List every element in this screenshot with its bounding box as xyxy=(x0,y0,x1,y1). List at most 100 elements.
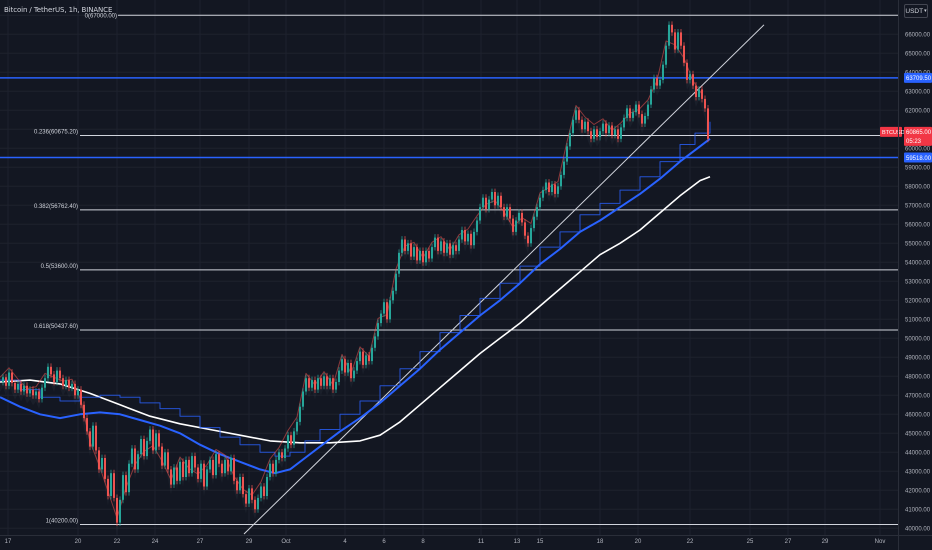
candle-body xyxy=(290,435,292,445)
trendline[interactable] xyxy=(243,24,765,535)
last-price-value: 60865.00 xyxy=(906,130,932,136)
candle-body xyxy=(377,323,379,337)
candle-body xyxy=(656,78,658,86)
candle-body xyxy=(149,429,151,441)
candle-body xyxy=(296,421,298,432)
candle-body xyxy=(467,233,469,242)
candle-body xyxy=(68,380,70,388)
candle-body xyxy=(269,463,271,477)
candle-body xyxy=(581,119,583,130)
candle-body xyxy=(356,361,358,371)
candle-body xyxy=(641,114,643,124)
candle-body xyxy=(473,231,475,246)
fib-label: 0.5(53600.00) xyxy=(41,264,78,270)
level-price-tag-text: 63709.50 xyxy=(906,76,932,82)
candle-body xyxy=(143,439,145,457)
candle-body xyxy=(380,313,382,324)
candle-body xyxy=(566,146,568,162)
symbol-tag xyxy=(880,126,902,137)
time-tick-label: 22 xyxy=(687,539,694,545)
candle-body xyxy=(659,79,661,86)
ma-white-line xyxy=(0,176,711,444)
candle-body xyxy=(236,480,238,491)
price-tick-label: 48000.00 xyxy=(905,374,931,380)
candle-body xyxy=(515,220,517,232)
candle-body xyxy=(371,347,373,362)
candle-body xyxy=(458,239,460,251)
candle-body xyxy=(599,131,601,137)
candle-body xyxy=(578,110,580,120)
candle-body xyxy=(116,497,118,523)
candle-body xyxy=(209,459,211,470)
candle-body xyxy=(413,247,415,257)
price-tick-label: 41000.00 xyxy=(905,507,931,513)
price-axis[interactable]: 40000.00 41000.00 42000.00 43000.00 44000.00… xyxy=(899,0,932,535)
horizontal-levels[interactable] xyxy=(0,77,898,159)
candle-body xyxy=(197,467,199,479)
candle-body xyxy=(443,241,445,253)
candle-body xyxy=(239,477,241,491)
fibonacci-retracement[interactable]: 0.236(60675.20) 0.382(56762.40) 0.5(53600.… xyxy=(34,13,898,525)
candle-body xyxy=(386,302,388,320)
time-tick-label: 29 xyxy=(822,539,829,545)
candle-body xyxy=(158,433,160,447)
candle-body xyxy=(695,85,697,97)
candle-body xyxy=(26,385,28,394)
currency-selector[interactable]: USDT ▾ xyxy=(904,4,928,18)
candle-body xyxy=(401,239,403,253)
candle-body xyxy=(179,461,181,481)
candle-body xyxy=(632,112,634,118)
candle-body xyxy=(446,243,448,253)
candle-body xyxy=(80,389,82,405)
candle-body xyxy=(188,459,190,474)
candle-body xyxy=(278,452,280,460)
candle-body xyxy=(362,351,364,365)
candle-body xyxy=(479,207,481,221)
candle-body xyxy=(692,74,694,86)
symbol-title[interactable]: Bitcoin / TetherUS, 1h, BINANCE xyxy=(4,6,113,14)
candle-body xyxy=(134,448,136,470)
candle-body xyxy=(203,463,205,487)
candle-body xyxy=(668,24,670,46)
time-tick-label: 27 xyxy=(197,539,204,545)
candle-body xyxy=(104,458,106,479)
candle-body xyxy=(248,488,250,504)
candle-body xyxy=(152,429,154,451)
time-tick-label: 13 xyxy=(514,539,521,545)
fib-label-top: 0(67000.00) xyxy=(85,13,117,19)
candle-body xyxy=(29,389,31,394)
candle-body xyxy=(92,425,94,447)
candle-body xyxy=(602,123,604,132)
candle-body xyxy=(572,119,574,134)
candle-body xyxy=(455,245,457,251)
countdown-value: 05:23 xyxy=(906,139,922,145)
time-axis[interactable]: 17 20 22 24 27 29 Oct 4 6 8 11 13 15 18 20 22 25 27 29 Nov xyxy=(5,539,886,545)
candle-body xyxy=(341,359,343,371)
time-tick-label: 27 xyxy=(785,539,792,545)
candle-body xyxy=(86,418,88,432)
price-tick-label: 50000.00 xyxy=(905,336,931,342)
candle-body xyxy=(518,212,520,221)
candle-body xyxy=(308,378,310,388)
price-tick-label: 54000.00 xyxy=(905,260,931,266)
candle-body xyxy=(680,32,682,46)
candle-body xyxy=(674,32,676,50)
candle-body xyxy=(560,174,562,187)
price-axis-bg xyxy=(899,0,932,535)
candle-body xyxy=(374,336,376,348)
time-tick-label: 25 xyxy=(747,539,754,545)
candle-body xyxy=(122,475,124,500)
price-tick-label: 52000.00 xyxy=(905,298,931,304)
candle-body xyxy=(536,207,538,217)
candle-body xyxy=(320,378,322,386)
candle-body xyxy=(275,459,277,474)
candle-body xyxy=(506,207,508,217)
time-tick-label: 20 xyxy=(75,539,82,545)
candle-body xyxy=(53,374,55,382)
candle-body xyxy=(101,458,103,470)
candle-body xyxy=(404,239,406,251)
candle-body xyxy=(140,439,142,455)
candle-body xyxy=(344,359,346,373)
